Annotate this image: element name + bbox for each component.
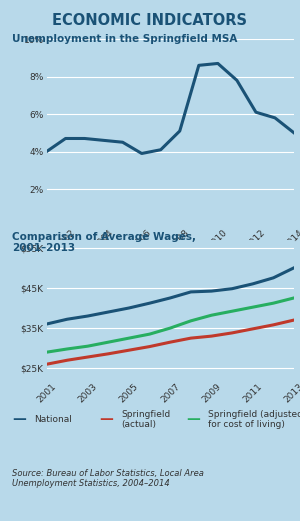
Text: —: — [99,413,113,426]
Text: National: National [34,415,72,424]
Text: Comparison of Average Wages,
2001–2013: Comparison of Average Wages, 2001–2013 [12,232,196,253]
Text: —: — [12,413,26,426]
Text: Unemployment in the Springfield MSA: Unemployment in the Springfield MSA [12,34,237,44]
Text: —: — [186,413,200,426]
Text: Springfield
(actual): Springfield (actual) [122,410,171,429]
Text: ECONOMIC INDICATORS: ECONOMIC INDICATORS [52,13,247,28]
Text: Springfield (adjusted
for cost of living): Springfield (adjusted for cost of living… [208,410,300,429]
Text: Source: Bureau of Labor Statistics, Local Area
Unemployment Statistics, 2004–201: Source: Bureau of Labor Statistics, Loca… [12,469,204,488]
